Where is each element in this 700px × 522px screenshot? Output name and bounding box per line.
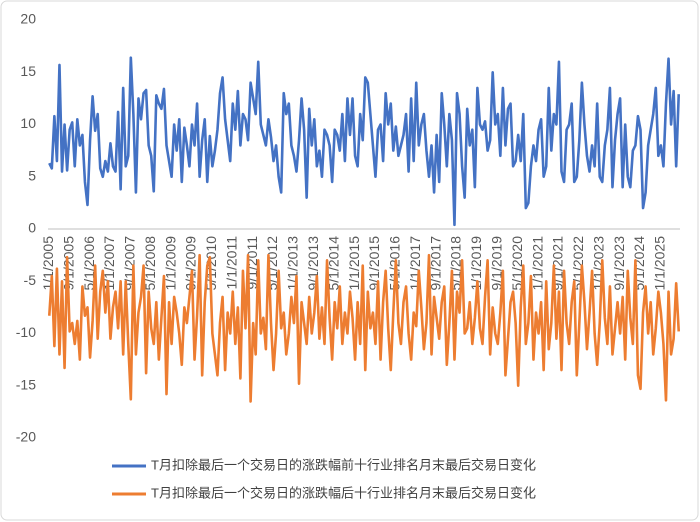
x-tick-label: 5/1/2014 — [325, 236, 341, 291]
y-tick-label: -5 — [24, 272, 37, 288]
x-tick-label: 5/1/2006 — [81, 236, 97, 291]
y-tick-label: 10 — [20, 115, 36, 131]
y-tick-label: 0 — [28, 220, 36, 236]
x-tick-label: 9/1/2017 — [427, 236, 443, 291]
x-tick-label: 9/1/2019 — [488, 236, 504, 291]
x-tick-label: 9/1/2023 — [611, 236, 627, 291]
x-tick-label: 5/1/2020 — [509, 236, 525, 291]
x-tick-label: 1/1/2009 — [162, 236, 178, 291]
legend-label: T月扣除最后一个交易日的涨跌幅后十行业排名月末最后交易日变化 — [151, 485, 536, 500]
y-tick-label: -15 — [16, 376, 36, 392]
x-tick-label: 1/1/2025 — [652, 236, 668, 291]
x-tick-label: 1/1/2015 — [346, 236, 362, 291]
x-tick-label: 9/1/2015 — [366, 236, 382, 291]
legend-label: T月扣除最后一个交易日的涨跌幅前十行业排名月末最后交易日变化 — [151, 457, 536, 472]
x-tick-label: 9/1/2009 — [183, 236, 199, 291]
x-tick-label: 1/1/2005 — [40, 236, 56, 291]
y-tick-label: -10 — [16, 324, 36, 340]
x-tick-label: 1/1/2019 — [468, 236, 484, 291]
x-tick-label: 1/1/2021 — [529, 236, 545, 291]
x-tick-label: 1/1/2013 — [285, 236, 301, 291]
x-tick-label: 1/1/2007 — [101, 236, 117, 291]
x-tick-label: 9/1/2013 — [305, 236, 321, 291]
y-tick-label: 5 — [28, 167, 36, 183]
y-tick-label: 15 — [20, 63, 36, 79]
x-tick-label: 1/1/2011 — [223, 236, 239, 290]
y-tick-label: 20 — [20, 11, 36, 27]
series-line — [47, 253, 681, 403]
x-tick-label: 5/1/2008 — [142, 236, 158, 291]
series-line — [48, 56, 681, 227]
y-tick-label: -20 — [16, 429, 36, 445]
